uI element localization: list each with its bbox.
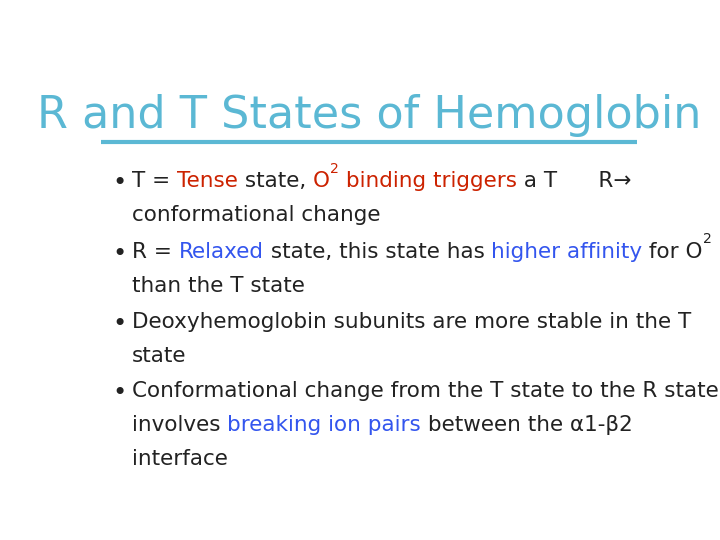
Text: 2: 2 xyxy=(703,232,712,246)
Text: R and T States of Hemoglobin: R and T States of Hemoglobin xyxy=(37,94,701,137)
Text: binding triggers: binding triggers xyxy=(338,171,517,191)
Text: R =: R = xyxy=(132,241,179,261)
Text: state,: state, xyxy=(238,171,313,191)
Text: Conformational change from the T state to the R state: Conformational change from the T state t… xyxy=(132,381,719,401)
Text: Deoxyhemoglobin subunits are more stable in the T: Deoxyhemoglobin subunits are more stable… xyxy=(132,312,691,332)
Text: involves: involves xyxy=(132,415,228,435)
Text: state: state xyxy=(132,346,186,366)
Text: conformational change: conformational change xyxy=(132,205,380,225)
Text: Tense: Tense xyxy=(177,171,238,191)
Text: for O: for O xyxy=(642,241,703,261)
Text: •: • xyxy=(112,381,127,405)
Text: state, this state has: state, this state has xyxy=(264,241,491,261)
Text: interface: interface xyxy=(132,449,228,469)
Text: 2: 2 xyxy=(330,161,338,176)
Text: T =: T = xyxy=(132,171,177,191)
Text: O: O xyxy=(313,171,330,191)
Text: •: • xyxy=(112,171,127,195)
Text: higher affinity: higher affinity xyxy=(491,241,642,261)
Text: a T      R→: a T R→ xyxy=(517,171,631,191)
Text: between the α1-β2: between the α1-β2 xyxy=(421,415,633,435)
Text: Relaxed: Relaxed xyxy=(179,241,264,261)
Text: •: • xyxy=(112,312,127,336)
Text: breaking ion pairs: breaking ion pairs xyxy=(228,415,421,435)
Text: •: • xyxy=(112,241,127,266)
Text: than the T state: than the T state xyxy=(132,275,305,295)
